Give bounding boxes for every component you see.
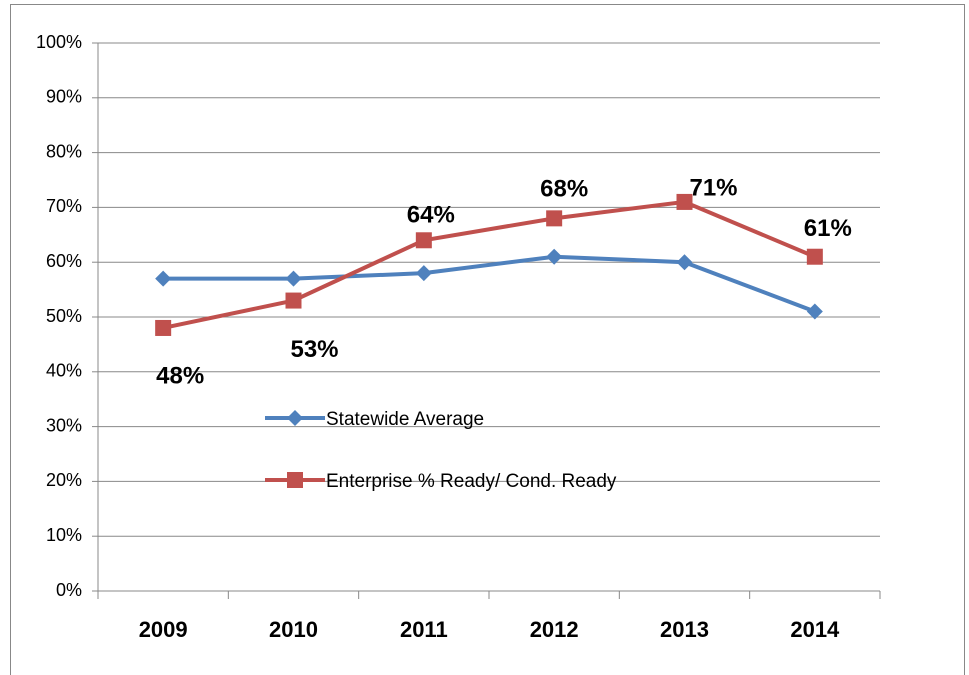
marker xyxy=(155,270,172,287)
marker xyxy=(285,292,302,309)
y-tick-label: 40% xyxy=(46,361,82,381)
data-label: 71% xyxy=(689,174,737,201)
y-tick-label: 70% xyxy=(46,196,82,216)
marker xyxy=(415,232,432,249)
series-line xyxy=(162,199,816,330)
y-tick-label: 80% xyxy=(46,141,82,161)
x-tick-label: 2011 xyxy=(400,617,448,642)
data-label: 64% xyxy=(407,202,455,229)
x-tick-label: 2009 xyxy=(139,617,188,642)
chart-border xyxy=(10,4,965,675)
y-tick-label: 60% xyxy=(46,251,82,271)
marker xyxy=(285,270,302,287)
data-label: 53% xyxy=(290,336,338,363)
y-tick-label: 10% xyxy=(46,525,82,545)
x-tick-label: 2013 xyxy=(660,617,709,642)
marker xyxy=(806,303,823,320)
data-label: 61% xyxy=(804,215,852,242)
y-tick-label: 90% xyxy=(46,87,82,107)
marker xyxy=(806,248,823,265)
y-tick-label: 50% xyxy=(46,306,82,326)
marker xyxy=(287,410,303,426)
marker xyxy=(546,248,563,265)
y-tick-label: 20% xyxy=(46,470,82,490)
marker xyxy=(415,265,432,282)
marker xyxy=(287,472,303,488)
data-label: 68% xyxy=(540,176,588,203)
x-tick-label: 2012 xyxy=(530,617,579,642)
legend-label: Statewide Average xyxy=(326,409,484,430)
y-tick-label: 100% xyxy=(36,32,82,52)
series-line xyxy=(163,254,816,314)
marker xyxy=(546,210,563,227)
x-tick-label: 2010 xyxy=(269,617,318,642)
x-tick-label: 2014 xyxy=(790,617,840,642)
y-tick-label: 0% xyxy=(56,580,82,600)
legend-label: Enterprise % Ready/ Cond. Ready xyxy=(326,471,617,492)
marker xyxy=(676,193,693,210)
y-tick-label: 30% xyxy=(46,415,82,435)
data-label: 48% xyxy=(156,362,204,389)
marker xyxy=(155,319,172,336)
marker xyxy=(676,254,693,271)
